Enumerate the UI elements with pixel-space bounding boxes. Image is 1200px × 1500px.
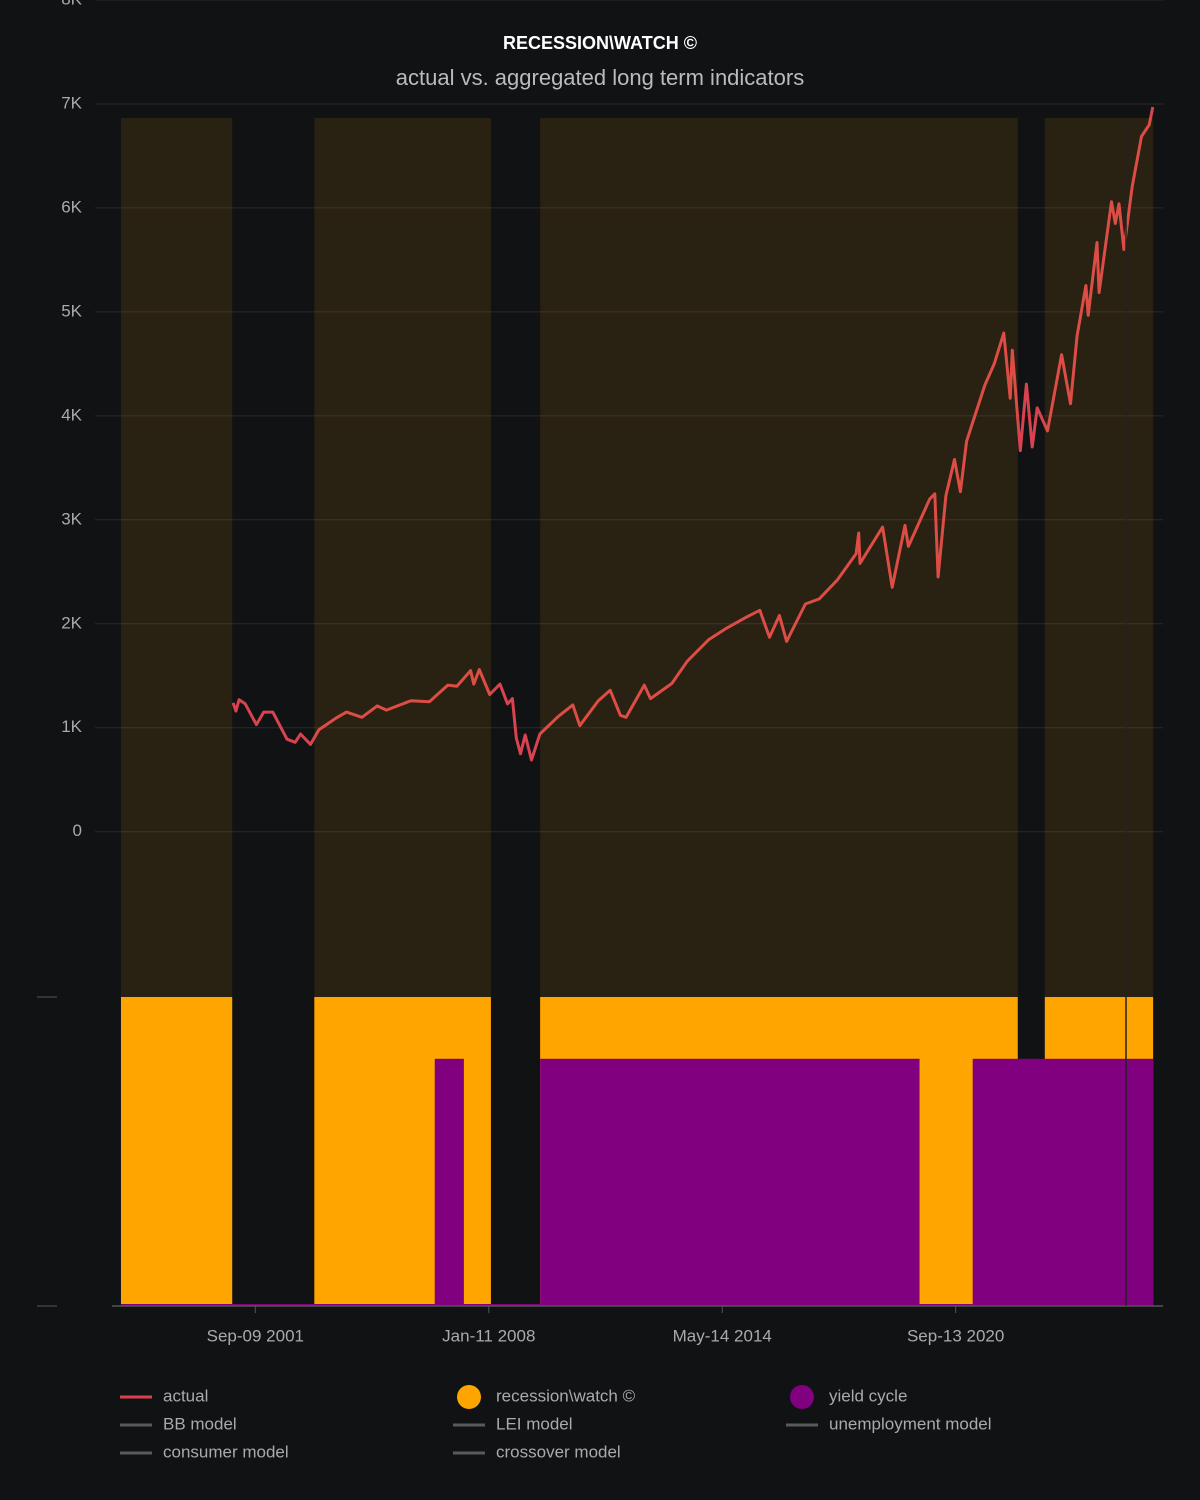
legend-label: LEI model bbox=[496, 1414, 573, 1433]
regime-band bbox=[540, 118, 1018, 997]
x-tick-label: Sep-09 2001 bbox=[207, 1326, 304, 1345]
y-tick-label: 0 bbox=[73, 821, 82, 840]
chart-title: RECESSION\WATCH © bbox=[503, 33, 697, 53]
legend-marker bbox=[457, 1385, 481, 1409]
legend-label: unemployment model bbox=[829, 1414, 992, 1433]
legend-label: BB model bbox=[163, 1414, 237, 1433]
y-tick-label: 7K bbox=[61, 93, 82, 112]
y-tick-label: 5K bbox=[61, 301, 82, 320]
y-tick-label: 2K bbox=[61, 613, 82, 632]
step-area bbox=[540, 1058, 920, 1306]
legend-marker bbox=[790, 1385, 814, 1409]
regime-band bbox=[1044, 118, 1154, 997]
legend-label: consumer model bbox=[163, 1442, 289, 1461]
step-area bbox=[314, 997, 491, 1306]
y-tick-label: 1K bbox=[61, 717, 82, 736]
step-area bbox=[434, 1058, 464, 1306]
legend-label: crossover model bbox=[496, 1442, 621, 1461]
actual-line bbox=[231, 106, 1155, 762]
chart-subtitle: actual vs. aggregated long term indicato… bbox=[396, 65, 804, 90]
legend-label: recession\watch © bbox=[496, 1386, 636, 1405]
y-tick-label: 4K bbox=[61, 405, 82, 424]
step-area bbox=[972, 1058, 1154, 1306]
x-tick-label: May-14 2014 bbox=[673, 1326, 772, 1345]
y-tick-label: 3K bbox=[61, 509, 82, 528]
regime-band bbox=[314, 118, 491, 997]
step-area bbox=[120, 1304, 435, 1306]
x-tick-label: Sep-13 2020 bbox=[907, 1326, 1004, 1345]
y-tick-label: 6K bbox=[61, 197, 82, 216]
y-tick-label: 8K bbox=[61, 0, 82, 8]
regime-band bbox=[120, 118, 233, 997]
step-area bbox=[120, 997, 233, 1306]
step-area bbox=[919, 1304, 973, 1306]
legend-label: yield cycle bbox=[829, 1386, 907, 1405]
legend-label: actual bbox=[163, 1386, 208, 1405]
step-area bbox=[463, 1304, 541, 1306]
x-tick-label: Jan-11 2008 bbox=[442, 1326, 535, 1345]
